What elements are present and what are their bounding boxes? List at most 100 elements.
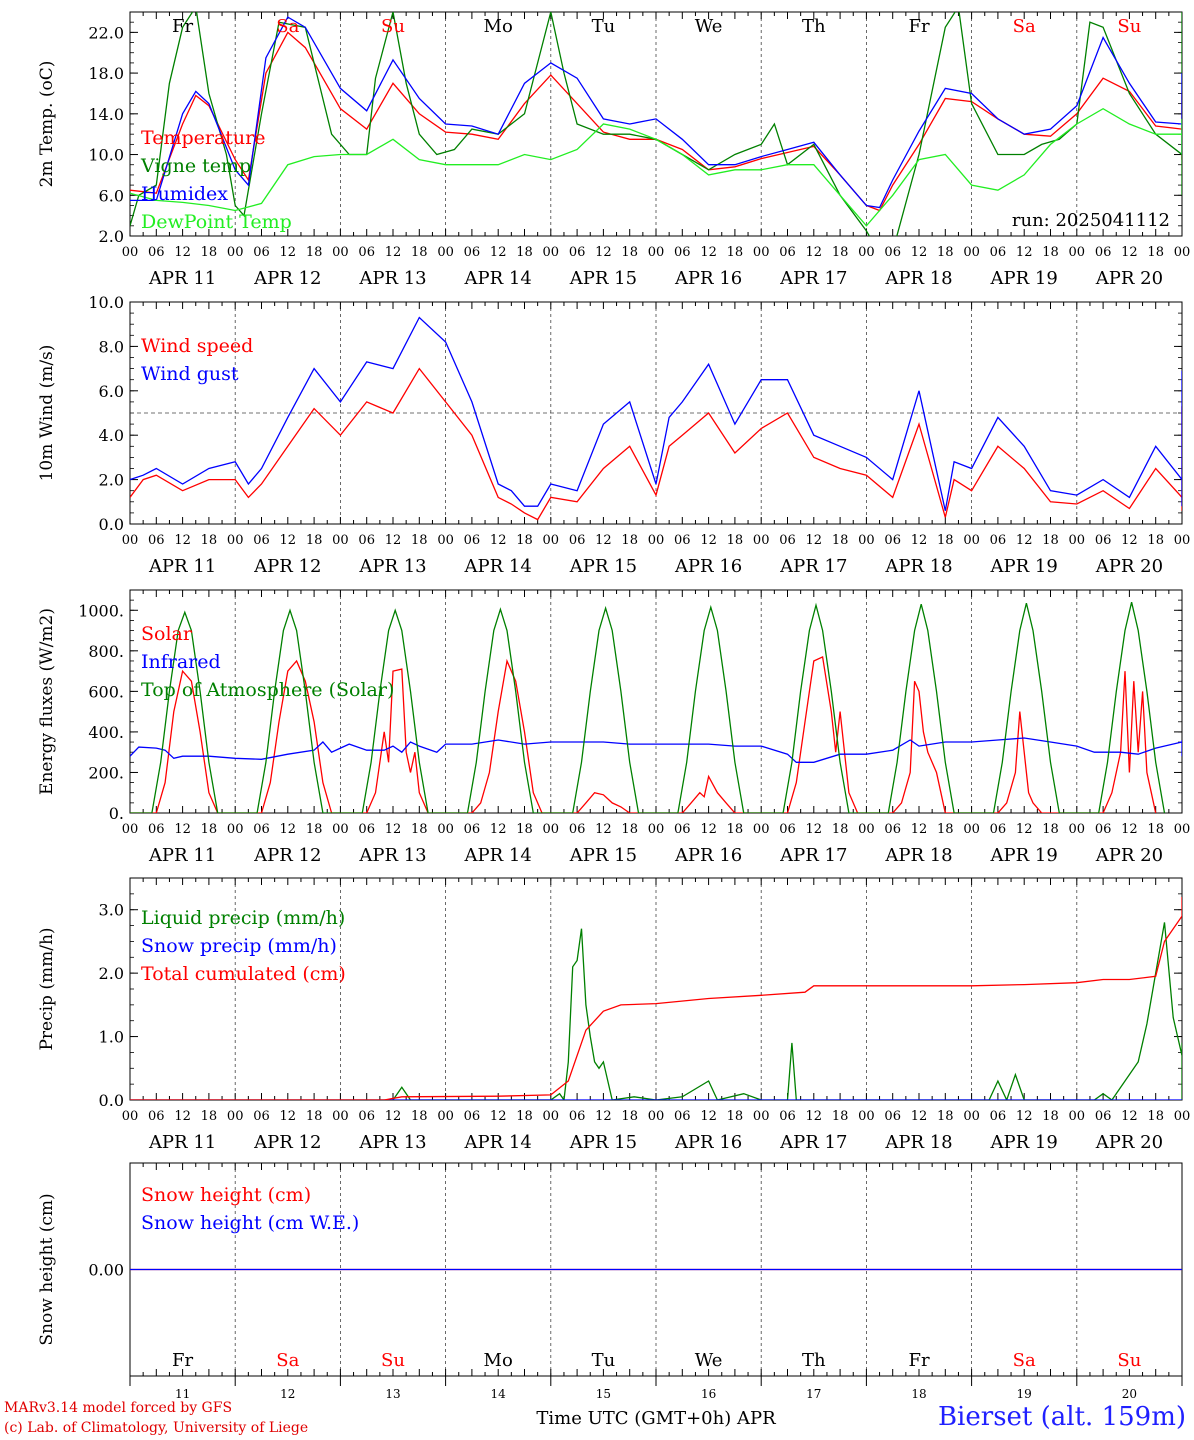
hour-tick-label: 12 <box>700 1109 717 1124</box>
hour-tick-label: 12 <box>280 822 297 837</box>
hour-tick-label: 18 <box>937 533 954 548</box>
day-name-label: Mo <box>484 1350 513 1371</box>
hour-tick-label: 12 <box>700 245 717 260</box>
hour-tick-label: 18 <box>832 1109 849 1124</box>
hour-tick-label: 18 <box>1147 245 1164 260</box>
hour-tick-label: 06 <box>674 245 691 260</box>
hour-tick-label: 12 <box>911 1109 928 1124</box>
hour-tick-label: 18 <box>1042 245 1059 260</box>
legend-entry: Total cumulated (cm) <box>141 963 346 985</box>
hour-tick-label: 00 <box>858 822 875 837</box>
hour-tick-label: 00 <box>1069 533 1086 548</box>
hour-tick-label: 18 <box>201 533 218 548</box>
day-name-label: Sa <box>1013 16 1036 37</box>
y-tick-label: 600. <box>88 682 124 701</box>
date-label: APR 12 <box>253 845 321 866</box>
hour-tick-label: 00 <box>543 245 560 260</box>
hour-tick-label: 00 <box>963 1109 980 1124</box>
hour-tick-label: 18 <box>1147 1109 1164 1124</box>
model-credit: MARv3.14 model forced by GFS <box>4 1400 233 1416</box>
hour-tick-label: 00 <box>543 822 560 837</box>
hour-tick-label: 18 <box>621 533 638 548</box>
y-tick-label: 1000. <box>78 601 124 620</box>
hour-tick-label: 18 <box>832 245 849 260</box>
date-label: APR 16 <box>674 845 742 866</box>
date-label: APR 13 <box>358 268 426 289</box>
hour-tick-label: 18 <box>727 533 744 548</box>
hour-tick-label: 18 <box>727 1109 744 1124</box>
day-name-label: Th <box>802 16 826 37</box>
hour-tick-label: 06 <box>358 533 375 548</box>
hour-tick-label: 00 <box>227 1109 244 1124</box>
hour-tick-label: 06 <box>1095 533 1112 548</box>
y-tick-label: 18.0 <box>88 64 124 83</box>
lab-credit: (c) Lab. of Climatology, University of L… <box>4 1420 309 1436</box>
date-label: APR 17 <box>779 268 847 289</box>
hour-tick-label: 12 <box>385 822 402 837</box>
hour-tick-label: 12 <box>806 822 823 837</box>
hour-tick-label: 18 <box>937 822 954 837</box>
legend-entry: Snow height (cm) <box>141 1184 311 1206</box>
hour-tick-label: 18 <box>306 245 323 260</box>
date-label: APR 20 <box>1095 1132 1163 1153</box>
hour-tick-label: 06 <box>464 1109 481 1124</box>
day-number-label: 18 <box>911 1387 926 1401</box>
hour-tick-label: 12 <box>280 245 297 260</box>
hour-tick-label: 12 <box>595 245 612 260</box>
day-number-label: 16 <box>701 1387 716 1401</box>
hour-tick-label: 00 <box>332 245 349 260</box>
y-tick-label: 10.0 <box>88 146 124 165</box>
series-line-infrared <box>130 737 1182 763</box>
hour-tick-label: 06 <box>569 822 586 837</box>
hour-tick-label: 18 <box>516 533 533 548</box>
hour-tick-label: 06 <box>148 822 165 837</box>
hour-tick-label: 06 <box>569 533 586 548</box>
day-number-label: 11 <box>175 1387 190 1401</box>
hour-tick-label: 06 <box>253 533 270 548</box>
hour-tick-label: 18 <box>832 533 849 548</box>
date-label: APR 12 <box>253 268 321 289</box>
hour-tick-label: 00 <box>648 1109 665 1124</box>
y-tick-label: 0.00 <box>88 1261 124 1280</box>
legend-entry: Infrared <box>141 651 221 673</box>
series-line-solar <box>130 655 1157 813</box>
hour-tick-label: 06 <box>779 533 796 548</box>
date-label: APR 20 <box>1095 556 1163 577</box>
hour-tick-label: 06 <box>253 822 270 837</box>
date-label: APR 19 <box>990 556 1058 577</box>
day-number-label: 13 <box>385 1387 400 1401</box>
legend-entry: Snow height (cm W.E.) <box>141 1212 359 1234</box>
hour-tick-label: 18 <box>1147 533 1164 548</box>
y-tick-label: 800. <box>88 642 124 661</box>
hour-tick-label: 06 <box>990 245 1007 260</box>
series-line-temperature <box>130 31 1182 212</box>
hour-tick-label: 06 <box>253 1109 270 1124</box>
date-label: APR 16 <box>674 556 742 577</box>
hour-tick-label: 06 <box>884 533 901 548</box>
y-tick-label: 2.0 <box>99 227 124 246</box>
hour-tick-label: 00 <box>1174 533 1191 548</box>
date-label: APR 20 <box>1095 268 1163 289</box>
day-name-label: Su <box>381 16 405 37</box>
legend-entry: Snow precip (mm/h) <box>141 935 337 957</box>
hour-tick-label: 12 <box>490 822 507 837</box>
date-label: APR 18 <box>884 1132 952 1153</box>
hour-tick-label: 06 <box>990 1109 1007 1124</box>
hour-tick-label: 18 <box>1042 822 1059 837</box>
day-name-label: Sa <box>276 1350 299 1371</box>
hour-tick-label: 00 <box>753 822 770 837</box>
y-axis-title: Snow height (cm) <box>37 1193 57 1345</box>
hour-tick-label: 12 <box>1121 1109 1138 1124</box>
hour-tick-label: 12 <box>385 245 402 260</box>
day-name-label: Su <box>381 1350 405 1371</box>
hour-tick-label: 00 <box>227 533 244 548</box>
hour-tick-label: 06 <box>358 245 375 260</box>
hour-tick-label: 00 <box>1069 245 1086 260</box>
day-name-label: Su <box>1117 16 1141 37</box>
hour-tick-label: 18 <box>937 1109 954 1124</box>
day-name-label: Fr <box>172 1350 193 1371</box>
y-axis-title: 2m Temp. (oC) <box>37 61 57 188</box>
hour-tick-label: 12 <box>806 1109 823 1124</box>
hour-tick-label: 12 <box>806 533 823 548</box>
